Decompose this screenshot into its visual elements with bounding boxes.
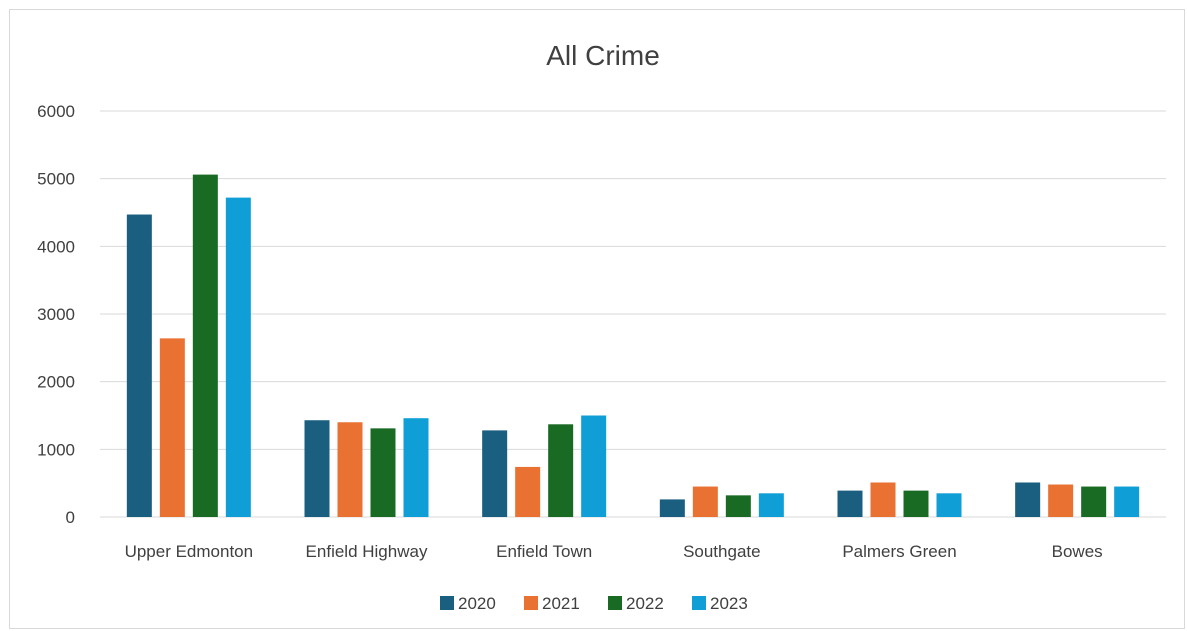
bar-2020-upper-edmonton (126, 214, 152, 517)
legend-label: 2023 (710, 594, 748, 613)
bar-2023-palmers-green (936, 493, 962, 517)
legend-label: 2020 (458, 594, 496, 613)
bar-2021-enfield-town (515, 466, 541, 517)
legend-item-2020: 2020 (440, 594, 496, 613)
bar-2022-upper-edmonton (192, 174, 218, 517)
bar-2021-enfield-highway (337, 422, 363, 517)
y-tick-label: 0 (66, 508, 75, 527)
bar-2022-enfield-highway (370, 428, 396, 517)
x-category-label: Enfield Town (496, 542, 592, 561)
bar-2021-bowes (1048, 484, 1074, 517)
bar-2020-bowes (1015, 482, 1041, 517)
legend-item-2021: 2021 (524, 594, 580, 613)
legend: 2020 2021 2022 2023 (440, 594, 748, 613)
y-tick-label: 2000 (37, 373, 75, 392)
bar-2023-bowes (1114, 486, 1140, 517)
x-category-label: Southgate (683, 542, 761, 561)
legend-swatch (608, 596, 622, 610)
bar-2022-palmers-green (903, 490, 929, 517)
bar-2021-upper-edmonton (159, 338, 185, 517)
y-tick-label: 3000 (37, 305, 75, 324)
bar-2023-enfield-town (581, 415, 607, 517)
x-category-label: Enfield Highway (306, 542, 428, 561)
x-axis-categories: Upper Edmonton Enfield Highway Enfield Tow… (125, 542, 1103, 561)
bars (126, 174, 1140, 517)
bar-2020-enfield-highway (304, 420, 330, 517)
bar-2020-palmers-green (837, 490, 863, 517)
legend-swatch (692, 596, 706, 610)
bar-2022-bowes (1081, 486, 1107, 517)
x-category-label: Upper Edmonton (125, 542, 254, 561)
legend-item-2023: 2023 (692, 594, 748, 613)
legend-label: 2022 (626, 594, 664, 613)
bar-2023-enfield-highway (403, 418, 429, 517)
y-axis-ticks: 0 1000 2000 3000 4000 5000 6000 (37, 102, 75, 527)
bar-2023-southgate (758, 493, 784, 517)
y-tick-label: 6000 (37, 102, 75, 121)
bar-2020-enfield-town (482, 430, 508, 517)
x-category-label: Palmers Green (842, 542, 956, 561)
bar-2022-enfield-town (548, 424, 574, 517)
y-tick-label: 5000 (37, 170, 75, 189)
bar-2021-palmers-green (870, 482, 896, 517)
legend-label: 2021 (542, 594, 580, 613)
chart-title: All Crime (546, 40, 660, 71)
legend-swatch (524, 596, 538, 610)
y-tick-label: 4000 (37, 237, 75, 256)
bar-2020-southgate (659, 499, 685, 517)
bar-2022-southgate (725, 495, 751, 517)
bar-2023-upper-edmonton (225, 197, 251, 517)
legend-item-2022: 2022 (608, 594, 664, 613)
x-category-label: Bowes (1052, 542, 1103, 561)
y-tick-label: 1000 (37, 440, 75, 459)
legend-swatch (440, 596, 454, 610)
gridlines (100, 110, 1166, 518)
bar-2021-southgate (692, 486, 718, 517)
